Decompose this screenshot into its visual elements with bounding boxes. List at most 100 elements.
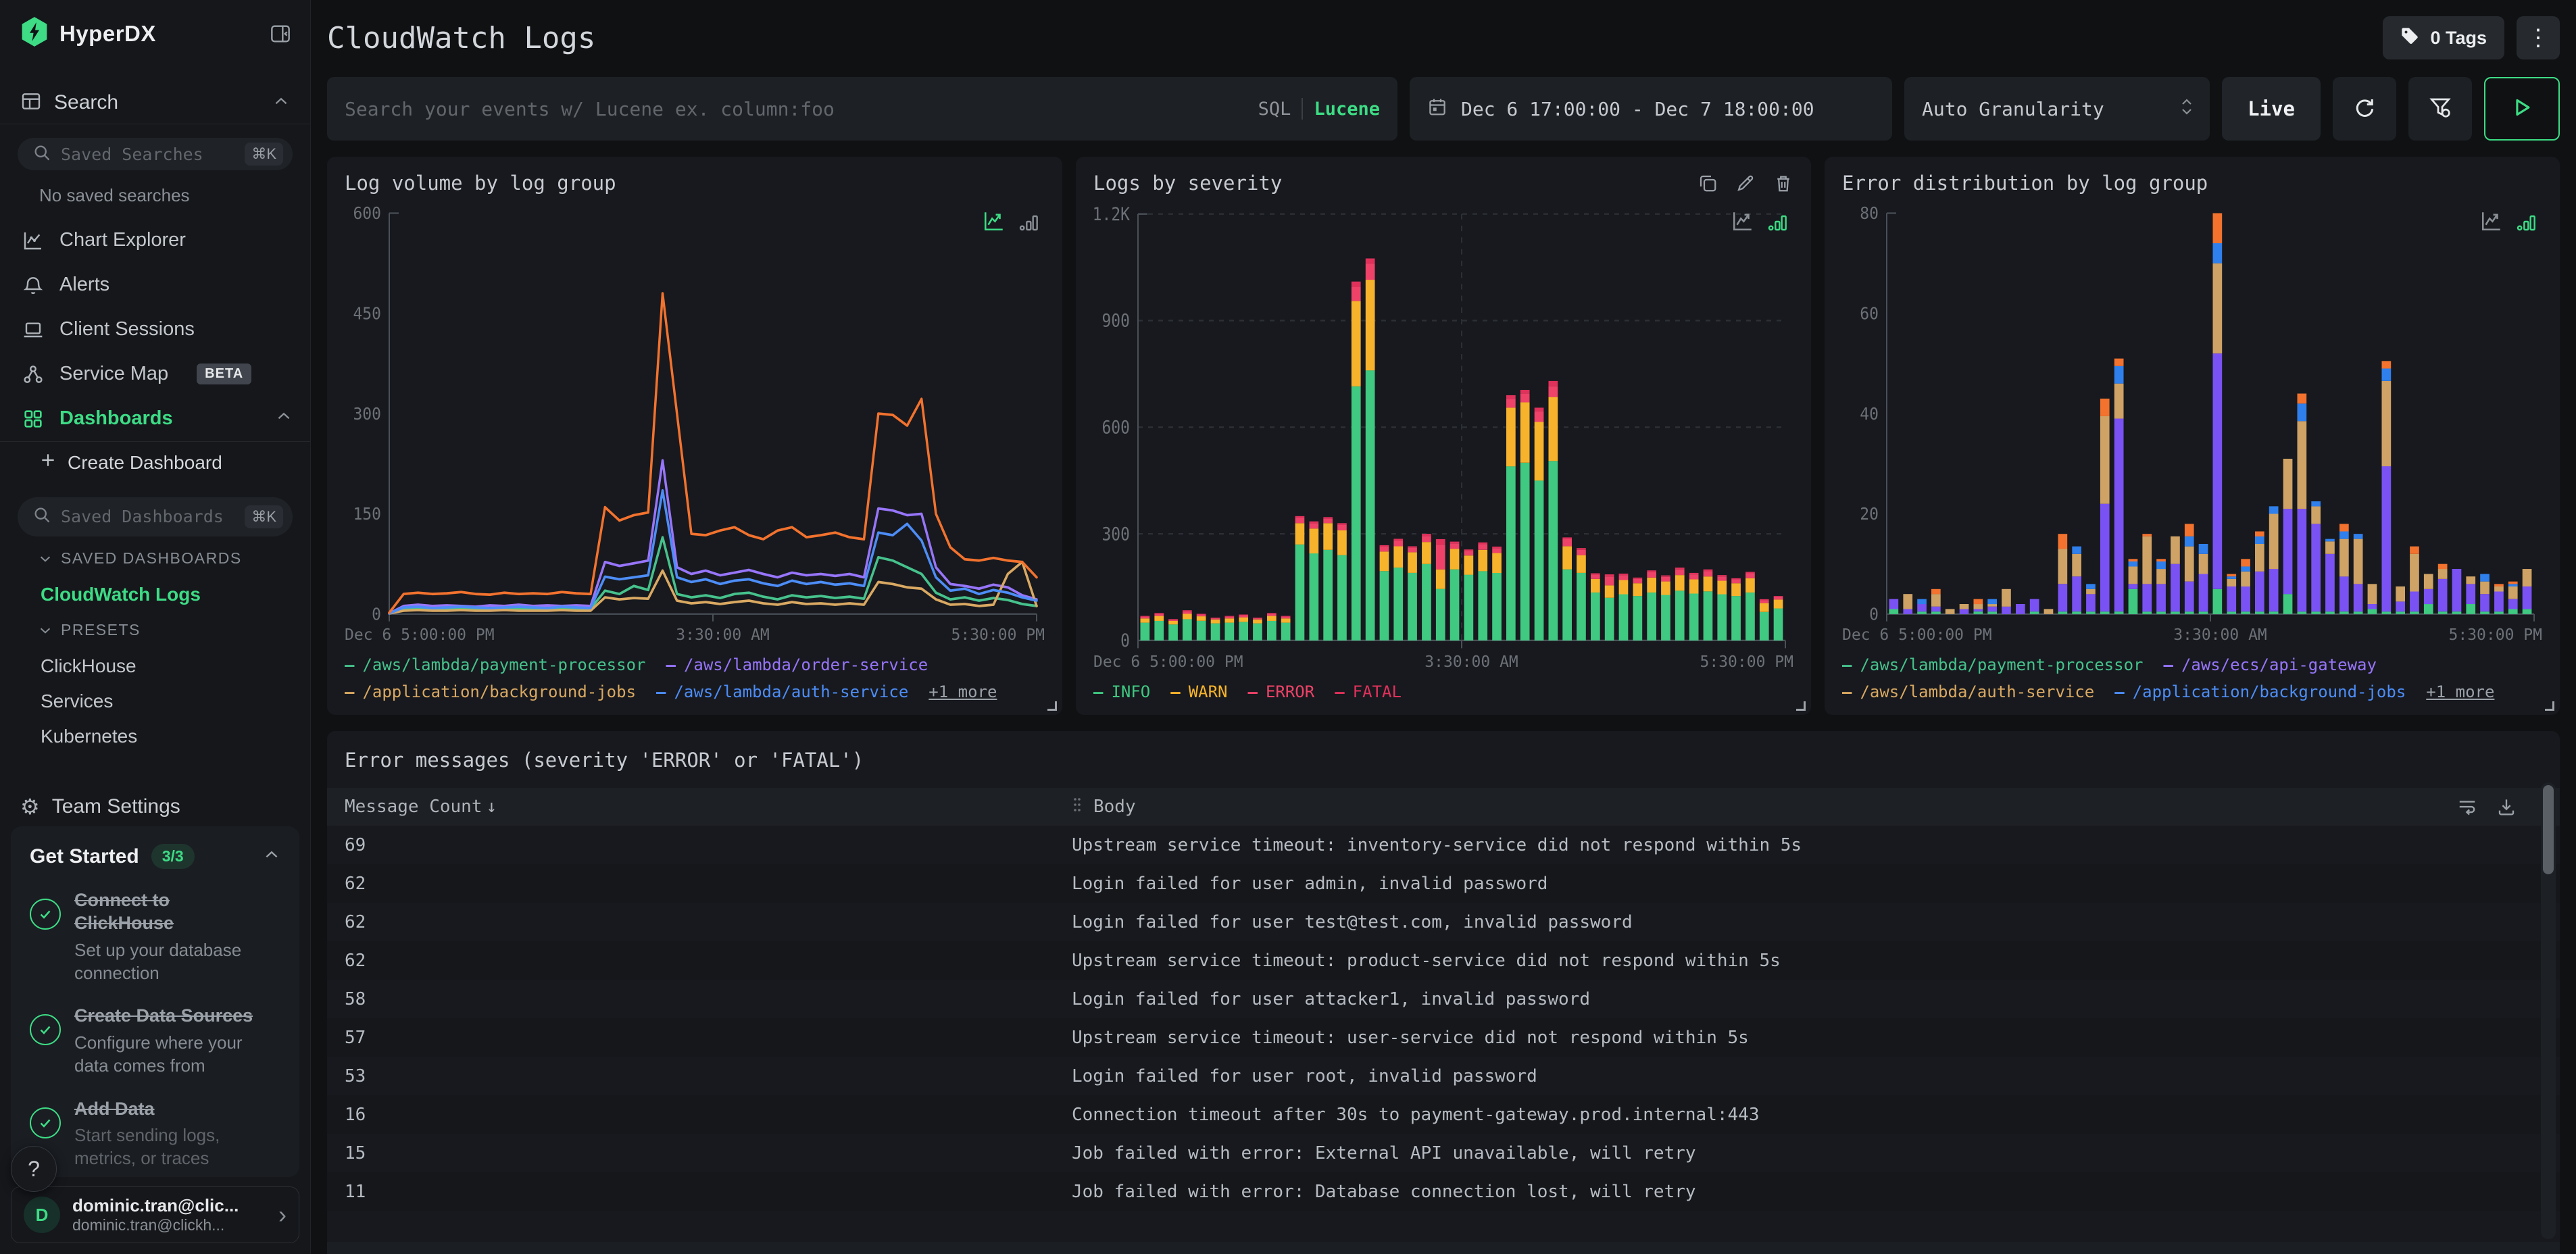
laptop-icon bbox=[20, 319, 46, 341]
column-header-body[interactable]: Body bbox=[1072, 796, 2542, 818]
bar-chart-toggle-icon[interactable] bbox=[1766, 211, 1788, 232]
table-row[interactable]: 53 Login failed for user root, invalid pa… bbox=[327, 1057, 2560, 1095]
column-header-message-count[interactable]: Message Count ↓ bbox=[345, 797, 1072, 817]
preset-link-label: Services bbox=[41, 690, 114, 711]
x-axis-label: 5:30:00 PM bbox=[2448, 626, 2542, 644]
dashboard-menu-button[interactable]: ⋮ bbox=[2517, 16, 2560, 59]
legend-item[interactable]: — FATAL bbox=[1335, 682, 1402, 701]
legend-item[interactable]: —/aws/lambda/payment-processor bbox=[1842, 655, 2144, 674]
table-row[interactable]: 57 Upstream service timeout: user-service… bbox=[327, 1018, 2560, 1057]
sidebar-item-search[interactable]: Search bbox=[0, 82, 310, 124]
drag-handle-icon[interactable] bbox=[1072, 796, 1083, 818]
chevron-up-icon[interactable] bbox=[272, 93, 290, 114]
sidebar-item-client-sessions[interactable]: Client Sessions bbox=[20, 307, 293, 352]
user-account-button[interactable]: D dominic.tran@clic... dominic.tran@clic… bbox=[11, 1186, 299, 1244]
line-chart-toggle-icon[interactable] bbox=[1731, 209, 1754, 232]
bar-chart-toggle-icon[interactable] bbox=[1018, 211, 1039, 232]
presets-section-header[interactable]: PRESETS bbox=[0, 612, 310, 649]
wrap-text-icon[interactable] bbox=[2457, 797, 2477, 817]
refresh-button[interactable] bbox=[2333, 77, 2396, 141]
svg-text:80: 80 bbox=[1860, 203, 1879, 223]
legend-item[interactable]: —/aws/lambda/auth-service bbox=[656, 682, 909, 701]
bar-chart-toggle-icon[interactable] bbox=[2515, 211, 2537, 232]
event-search-box[interactable]: SQL Lucene bbox=[327, 77, 1397, 141]
cell-message-count: 62 bbox=[345, 873, 366, 894]
search-icon bbox=[32, 143, 51, 166]
scrollbar-thumb[interactable] bbox=[2543, 785, 2554, 874]
x-axis-label: 5:30:00 PM bbox=[1700, 653, 1793, 671]
table-row[interactable]: 15 Job failed with error: External API un… bbox=[327, 1134, 2560, 1172]
live-button[interactable]: Live bbox=[2222, 77, 2321, 141]
table-title: Error messages (severity 'ERROR' or 'FAT… bbox=[345, 749, 864, 772]
legend-item[interactable]: —/aws/lambda/auth-service bbox=[1842, 682, 2095, 701]
resize-handle[interactable] bbox=[1047, 701, 1057, 711]
cell-body: Upstream service timeout: inventory-serv… bbox=[1072, 834, 1802, 855]
legend-item[interactable]: —/aws/lambda/order-service bbox=[666, 655, 928, 674]
table-row[interactable]: 62 Upstream service timeout: product-serv… bbox=[327, 941, 2560, 980]
legend-item[interactable]: —/aws/lambda/payment-processor bbox=[345, 655, 646, 674]
sidebar-item-dashboards[interactable]: Dashboards bbox=[20, 397, 293, 441]
run-query-button[interactable] bbox=[2484, 77, 2560, 141]
sidebar-item-clickhouse[interactable]: ClickHouse bbox=[0, 649, 310, 684]
play-icon bbox=[2510, 96, 2533, 122]
sql-mode-toggle[interactable]: SQL bbox=[1258, 98, 1291, 120]
download-icon[interactable] bbox=[2496, 797, 2517, 817]
table-row[interactable]: 62 Login failed for user test@test.com, i… bbox=[327, 903, 2560, 941]
resize-handle[interactable] bbox=[1796, 701, 1806, 711]
collapse-sidebar-icon[interactable] bbox=[270, 23, 291, 45]
granularity-select[interactable]: Auto Granularity bbox=[1904, 77, 2210, 141]
sidebar-item-label: Chart Explorer bbox=[59, 229, 186, 251]
filter-button[interactable] bbox=[2408, 77, 2472, 141]
legend-item[interactable]: — INFO bbox=[1093, 682, 1151, 701]
lucene-mode-toggle[interactable]: Lucene bbox=[1314, 98, 1380, 120]
chevron-up-icon[interactable] bbox=[275, 407, 293, 430]
saved-dashboards-section-header[interactable]: SAVED DASHBOARDS bbox=[0, 541, 310, 577]
help-button[interactable]: ? bbox=[11, 1146, 57, 1192]
edit-icon[interactable] bbox=[1735, 173, 1756, 193]
resize-handle[interactable] bbox=[2545, 701, 2554, 711]
get-started-item[interactable]: Add Data Start sending logs, metrics, or… bbox=[30, 1098, 280, 1170]
sidebar-item-kubernetes[interactable]: Kubernetes bbox=[0, 719, 310, 754]
legend-item[interactable]: —/application/background-jobs bbox=[345, 682, 637, 701]
table-horizontal-scrollbar-track[interactable] bbox=[327, 1242, 2560, 1254]
divider bbox=[0, 441, 310, 442]
legend-item[interactable]: — WARN bbox=[1170, 682, 1228, 701]
sidebar-item-alerts[interactable]: Alerts bbox=[20, 263, 293, 307]
charts-row: Log volume by log group 0 150 300 450 600 De… bbox=[327, 157, 2560, 715]
main-content: CloudWatch Logs 0 Tags ⋮ SQL Lucene bbox=[311, 0, 2576, 1254]
saved-dashboards-input[interactable]: ⌘K bbox=[18, 497, 293, 536]
table-row[interactable]: 58 Login failed for user attacker1, inval… bbox=[327, 980, 2560, 1018]
no-saved-searches-text: No saved searches bbox=[39, 184, 190, 205]
date-range-picker[interactable]: Dec 6 17:00:00 - Dec 7 18:00:00 bbox=[1410, 77, 1892, 141]
duplicate-icon[interactable] bbox=[1698, 173, 1718, 193]
search-input[interactable] bbox=[345, 97, 1247, 120]
line-chart-toggle-icon[interactable] bbox=[983, 209, 1006, 232]
legend-item[interactable]: +1 more bbox=[928, 682, 997, 701]
table-scrollbar[interactable] bbox=[2541, 782, 2556, 1239]
sidebar-item-chart-explorer[interactable]: Chart Explorer bbox=[20, 218, 293, 263]
legend-item[interactable]: +1 more bbox=[2426, 682, 2495, 701]
table-row[interactable]: 16 Connection timeout after 30s to paymen… bbox=[327, 1095, 2560, 1134]
legend-item[interactable]: —/aws/ecs/api-gateway bbox=[2163, 655, 2377, 674]
create-dashboard-button[interactable]: Create Dashboard bbox=[0, 442, 310, 484]
saved-searches-field[interactable] bbox=[61, 144, 236, 164]
get-started-item-desc: Start sending logs, metrics, or traces bbox=[74, 1125, 220, 1169]
table-row[interactable]: 62 Login failed for user admin, invalid p… bbox=[327, 864, 2560, 903]
legend-item[interactable]: — ERROR bbox=[1247, 682, 1315, 701]
delete-icon[interactable] bbox=[1773, 173, 1793, 193]
sidebar-item-service-map[interactable]: Service Map BETA bbox=[20, 352, 293, 397]
sidebar-item-team-settings[interactable]: ⚙ Team Settings bbox=[0, 788, 310, 827]
logo-row: HyperDX bbox=[0, 0, 310, 57]
table-row[interactable]: 11 Job failed with error: Database connec… bbox=[327, 1172, 2560, 1211]
tags-button[interactable]: 0 Tags bbox=[2383, 16, 2504, 59]
table-row[interactable]: 69 Upstream service timeout: inventory-se… bbox=[327, 826, 2560, 864]
sidebar-item-cloudwatch-logs[interactable]: CloudWatch Logs bbox=[0, 577, 310, 612]
get-started-item[interactable]: Create Data Sources Configure where your… bbox=[30, 1005, 280, 1077]
legend-item[interactable]: —/application/background-jobs bbox=[2114, 682, 2406, 701]
sidebar-item-services[interactable]: Services bbox=[0, 684, 310, 719]
saved-dashboards-field[interactable] bbox=[61, 507, 236, 527]
chevron-up-icon[interactable] bbox=[263, 846, 280, 867]
get-started-item[interactable]: Connect to ClickHouse Set up your databa… bbox=[30, 889, 280, 984]
saved-searches-input[interactable]: ⌘K bbox=[18, 138, 293, 170]
line-chart-toggle-icon[interactable] bbox=[2480, 209, 2503, 232]
